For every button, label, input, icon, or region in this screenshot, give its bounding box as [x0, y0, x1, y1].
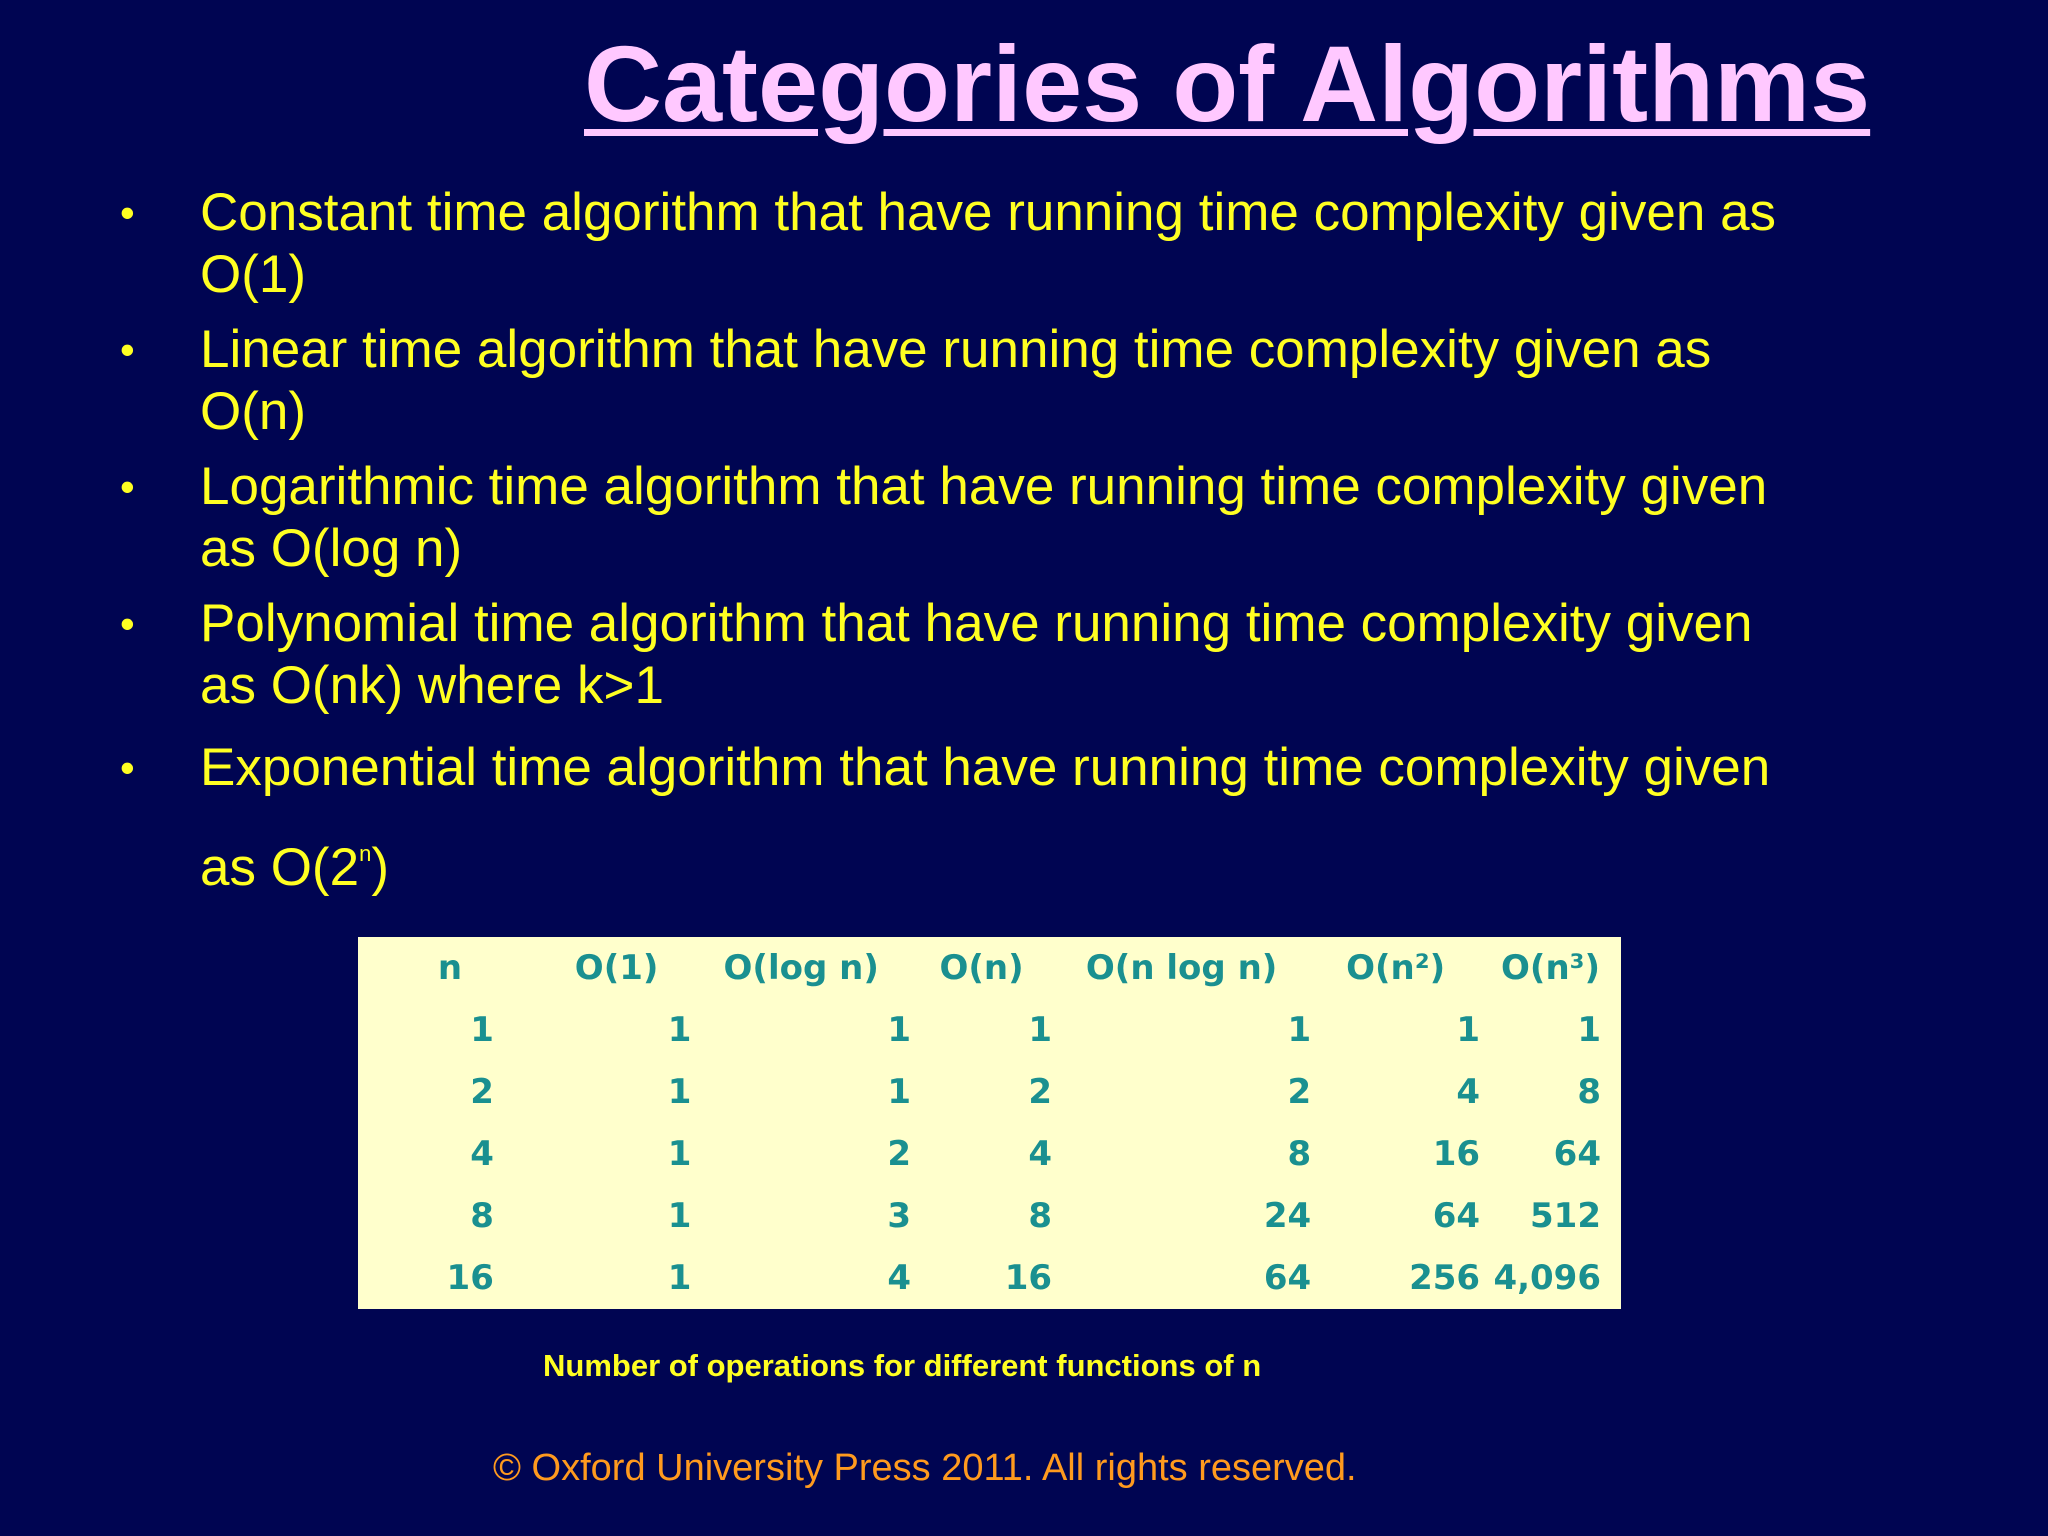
table-cell: 24 — [1263, 1196, 1312, 1236]
table-cell: 16 — [446, 1258, 494, 1298]
table-cell: 1 — [667, 1072, 692, 1112]
table-cell: 64 — [1553, 1134, 1601, 1174]
table-row: 1 1 1 1 1 1 1 — [358, 999, 1621, 1061]
table-header-cell: O(1) — [574, 948, 659, 988]
operations-table-box: n O(1) O(log n) O(n) O(n log n) O(n²) O(… — [358, 937, 1621, 1309]
table-cell: 4 — [1028, 1134, 1053, 1174]
bullet-dot: • — [120, 600, 135, 647]
table-row: 16 1 4 16 64 256 4,096 — [358, 1247, 1621, 1309]
bullet-text: Polynomial time algorithm that have runn… — [200, 593, 2020, 717]
bullet-line: O(1) — [200, 245, 306, 304]
table-cell: 64 — [1263, 1258, 1312, 1298]
bullet-text: Linear time algorithm that have running … — [200, 319, 2020, 443]
table-cell: 1 — [667, 1134, 692, 1174]
table-cell: 16 — [1432, 1134, 1481, 1174]
table-cell: 1 — [887, 1010, 912, 1050]
bullet-line: as O(2n) — [200, 823, 2020, 899]
table-header-cell: O(n) — [939, 948, 1024, 988]
table-cell: 1 — [1028, 1010, 1053, 1050]
table-cell: 2 — [887, 1134, 912, 1174]
bullet-text: Logarithmic time algorithm that have run… — [200, 456, 2020, 580]
bullet-text: Constant time algorithm that have runnin… — [200, 182, 2020, 306]
table-row: 4 1 2 4 8 16 64 — [358, 1123, 1621, 1185]
operations-table: n O(1) O(log n) O(n) O(n log n) O(n²) O(… — [358, 937, 1621, 1309]
table-cell: 1 — [1456, 1010, 1481, 1050]
bullet-line: O(n) — [200, 382, 306, 441]
table-cell: 1 — [887, 1072, 912, 1112]
table-cell: 8 — [470, 1196, 494, 1236]
table-cell: 8 — [1287, 1134, 1312, 1174]
table-cell: 1 — [470, 1010, 494, 1050]
table-cell: 512 — [1530, 1196, 1601, 1236]
table-cell: 1 — [1287, 1010, 1312, 1050]
table-row: 8 1 3 8 24 64 512 — [358, 1185, 1621, 1247]
table-cell: 64 — [1432, 1196, 1481, 1236]
table-cell: 8 — [1028, 1196, 1053, 1236]
table-header-cell: O(n log n) — [1085, 948, 1278, 988]
table-cell: 2 — [1028, 1072, 1053, 1112]
table-header-cell: O(n²) — [1346, 948, 1446, 988]
bullet-line: Logarithmic time algorithm that have run… — [200, 457, 1768, 516]
table-cell: 4 — [887, 1258, 912, 1298]
table-cell: 4 — [470, 1134, 494, 1174]
table-cell: 2 — [1287, 1072, 1312, 1112]
bullet-line: as O(log n) — [200, 519, 463, 578]
table-header-cell: O(log n) — [723, 948, 879, 988]
table-cell: 1 — [667, 1010, 692, 1050]
table-cell: 3 — [887, 1196, 912, 1236]
table-row: 2 1 1 2 2 4 8 — [358, 1061, 1621, 1123]
bullet-dot: • — [120, 744, 135, 791]
table-cell: 1 — [667, 1258, 692, 1298]
bullet-line-part: as O(2 — [200, 838, 360, 897]
copyright-notice: © Oxford University Press 2011. All righ… — [493, 1447, 1357, 1489]
bullet-dot: • — [120, 326, 135, 373]
bullet-line: as O(nk) where k>1 — [200, 656, 664, 715]
bullet-line: Constant time algorithm that have runnin… — [200, 183, 1777, 242]
table-header-cell: n — [437, 948, 463, 988]
bullet-dot: • — [120, 189, 135, 236]
table-header-row: n O(1) O(log n) O(n) O(n log n) O(n²) O(… — [358, 937, 1621, 999]
table-cell: 16 — [1004, 1258, 1053, 1298]
table-cell: 256 — [1409, 1258, 1481, 1298]
table-caption: Number of operations for different funct… — [543, 1348, 1262, 1383]
bullet-dot: • — [120, 463, 135, 510]
bullet-line: Linear time algorithm that have running … — [200, 320, 1712, 379]
slide-title: Categories of Algorithms — [584, 23, 1871, 144]
table-cell: 4,096 — [1493, 1258, 1601, 1298]
table-cell: 4 — [1456, 1072, 1481, 1112]
superscript-n: n — [359, 841, 372, 866]
table-cell: 1 — [667, 1196, 692, 1236]
table-cell: 2 — [470, 1072, 494, 1112]
bullet-text: Exponential time algorithm that have run… — [200, 737, 2020, 899]
table-cell: 8 — [1577, 1072, 1601, 1112]
table-header-cell: O(n³) — [1501, 948, 1601, 988]
bullet-line-part: ) — [371, 838, 389, 897]
table-cell: 1 — [1577, 1010, 1601, 1050]
bullet-line: Polynomial time algorithm that have runn… — [200, 594, 1753, 653]
bullet-line: Exponential time algorithm that have run… — [200, 738, 1771, 797]
